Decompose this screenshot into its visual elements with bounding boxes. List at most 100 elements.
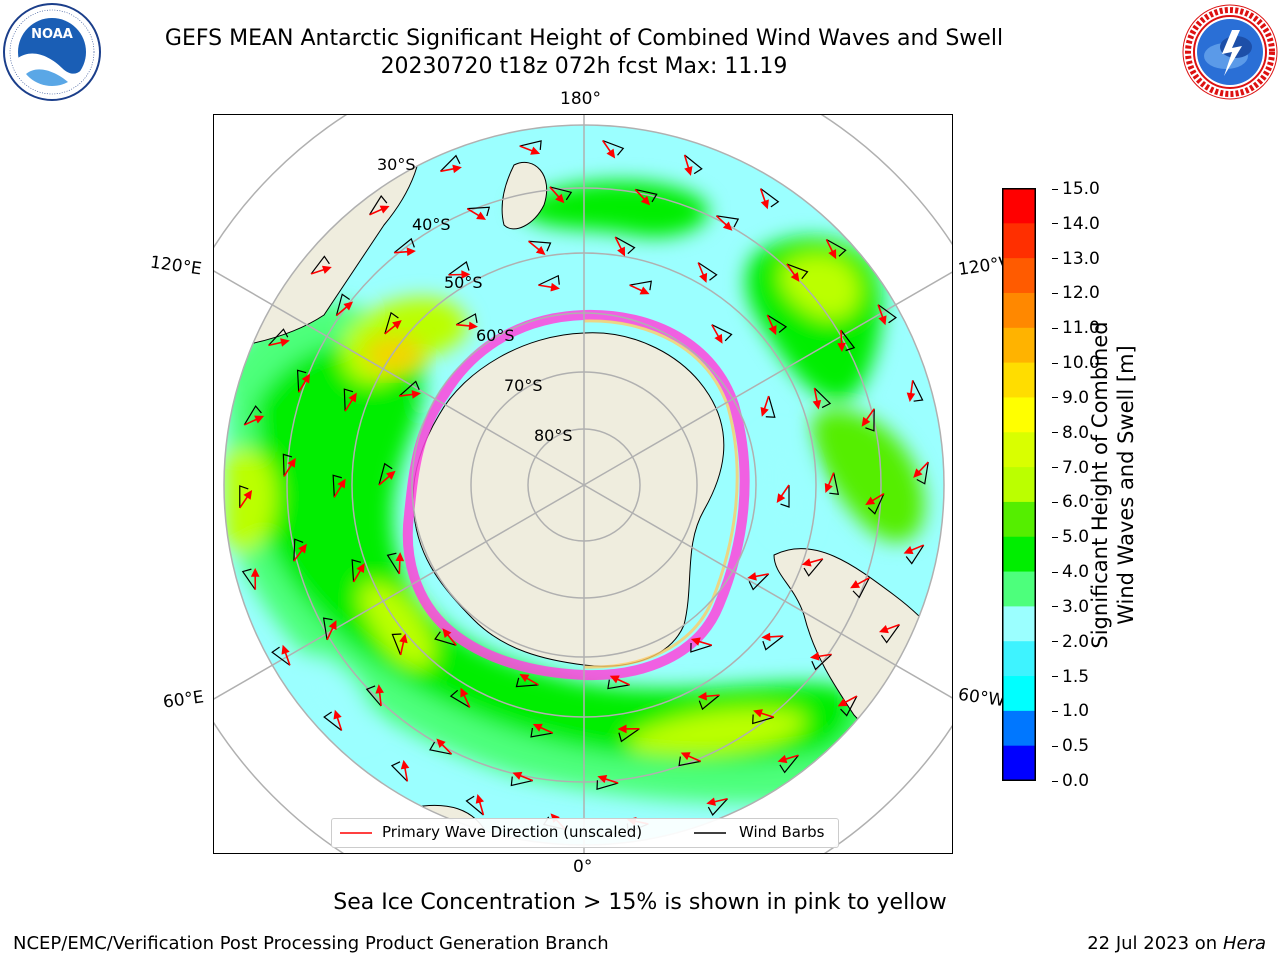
wave-direction-arrow bbox=[766, 314, 777, 336]
wind-barb bbox=[618, 728, 640, 743]
wind-barb bbox=[384, 311, 399, 335]
wave-direction-arrow bbox=[369, 205, 390, 216]
wind-barb bbox=[515, 677, 539, 688]
wind-barb bbox=[607, 679, 630, 690]
colorbar-swatch bbox=[1002, 605, 1036, 642]
wind-barb bbox=[391, 633, 402, 656]
wind-barb bbox=[880, 624, 900, 644]
wind-barb bbox=[310, 255, 330, 275]
wave-direction-arrow bbox=[697, 691, 720, 701]
wave-direction-arrow bbox=[903, 544, 925, 555]
wave-direction-arrow bbox=[394, 247, 416, 257]
wind-barbs-legend-label: Wind Barbs bbox=[739, 823, 825, 841]
wave-direction-arrow bbox=[466, 207, 487, 220]
colorbar-label: Significant Height of Combined Wind Wave… bbox=[1087, 275, 1139, 695]
wave-direction-arrow bbox=[399, 633, 408, 656]
wave-direction-arrow bbox=[706, 797, 728, 806]
wave-direction-arrow bbox=[597, 774, 619, 784]
wave-direction-arrow bbox=[801, 558, 824, 567]
map-legend: Primary Wave Direction (unscaled) Wind B… bbox=[331, 818, 839, 848]
wave-direction-arrow bbox=[614, 236, 626, 257]
wave-direction-arrow bbox=[810, 652, 832, 661]
colorbar-swatch bbox=[1002, 292, 1036, 328]
wind-barb bbox=[268, 328, 289, 346]
map-panel: 30°S 40°S 50°S 60°S 70°S 80°S bbox=[213, 114, 953, 854]
lat-label-70s: 70°S bbox=[504, 376, 543, 395]
colorbar-swatch bbox=[1002, 362, 1036, 398]
wave-direction-arrow bbox=[268, 338, 290, 347]
lon-label-60w: 60°W bbox=[956, 684, 1007, 712]
colorbar-tick-label: 10.0 bbox=[1052, 353, 1100, 373]
wave-direction-arrow bbox=[760, 395, 770, 417]
wind-barb bbox=[840, 329, 856, 352]
colorbar-swatch bbox=[1002, 222, 1036, 259]
wave-direction-arrow bbox=[283, 457, 296, 477]
wind-barb bbox=[455, 313, 478, 326]
colorbar-tick-label: 15.0 bbox=[1052, 179, 1100, 199]
wind-barbs-legend-swatch bbox=[694, 832, 726, 834]
wave-direction-arrow bbox=[519, 673, 539, 686]
colorbar-tick-label: 3.0 bbox=[1052, 597, 1089, 617]
wind-barb bbox=[684, 154, 703, 175]
wave-direction-arrow bbox=[352, 563, 365, 583]
wind-barb bbox=[335, 293, 350, 316]
wind-barb bbox=[826, 239, 847, 257]
wave-direction-arrow bbox=[850, 577, 870, 589]
wind-barb bbox=[748, 573, 770, 591]
wave-direction-arrow bbox=[825, 239, 837, 260]
colorbar-swatch bbox=[1002, 501, 1036, 537]
wind-barb bbox=[549, 186, 573, 201]
wind-barb bbox=[614, 236, 636, 255]
wave-direction-legend-swatch bbox=[340, 832, 372, 834]
graticule bbox=[214, 115, 952, 853]
wave-direction-arrow bbox=[436, 738, 453, 755]
map-subtitle: 20230720 t18z 072h fcst Max: 11.19 bbox=[380, 54, 788, 79]
colorbar-swatch bbox=[1002, 710, 1036, 746]
wave-direction-arrow bbox=[239, 489, 253, 509]
wind-barb bbox=[779, 754, 799, 774]
wave-direction-arrow bbox=[395, 552, 405, 574]
wave-direction-arrow bbox=[326, 620, 337, 641]
wind-barb bbox=[629, 280, 652, 291]
wave-direction-arrow bbox=[293, 543, 307, 562]
colorbar-swatch bbox=[1002, 431, 1036, 468]
lat-label-80s: 80°S bbox=[534, 426, 573, 445]
wind-barb bbox=[243, 405, 262, 426]
wave-direction-arrow bbox=[837, 695, 858, 707]
wave-direction-arrow bbox=[335, 301, 354, 317]
colorbar-tick-label: 14.0 bbox=[1052, 214, 1100, 234]
wind-barb bbox=[707, 798, 728, 816]
wind-barb bbox=[865, 408, 875, 432]
lat-label-60s: 60°S bbox=[476, 326, 515, 345]
wind-barb bbox=[519, 140, 542, 150]
wave-direction-arrows-layer bbox=[239, 140, 929, 831]
lat-label-40s: 40°S bbox=[412, 215, 451, 234]
nws-logo bbox=[1182, 4, 1278, 100]
colorbar-tick-label: 4.0 bbox=[1052, 562, 1089, 582]
wind-barb bbox=[602, 139, 625, 156]
wave-direction-arrow bbox=[617, 724, 640, 734]
lat-label-30s: 30°S bbox=[377, 155, 416, 174]
wind-barb bbox=[596, 780, 619, 791]
wind-barb bbox=[390, 761, 408, 782]
wave-direction-arrow bbox=[475, 794, 485, 816]
wind-barb bbox=[538, 274, 560, 286]
wind-barb bbox=[752, 714, 775, 725]
wave-direction-arrow bbox=[281, 644, 291, 666]
colorbar-tick-label: 0.0 bbox=[1052, 771, 1089, 791]
colorbar-swatch bbox=[1002, 640, 1036, 677]
colorbar-label-line2: Wind Waves and Swell [m] bbox=[1114, 345, 1138, 625]
colorbar-swatch bbox=[1002, 536, 1036, 572]
sea-ice-note: Sea Ice Concentration > 15% is shown in … bbox=[333, 890, 947, 915]
colorbar-tick-label: 0.5 bbox=[1052, 736, 1089, 756]
lat-label-50s: 50°S bbox=[444, 273, 483, 292]
polar-map: 30°S 40°S 50°S 60°S 70°S 80°S bbox=[214, 115, 952, 853]
wave-direction-arrow bbox=[697, 262, 708, 283]
wind-barb bbox=[852, 577, 870, 599]
wind-barb bbox=[698, 694, 720, 711]
wave-direction-arrow bbox=[512, 771, 534, 782]
wave-direction-arrow bbox=[333, 709, 343, 731]
wave-direction-arrow bbox=[549, 186, 565, 204]
wind-barb bbox=[369, 195, 388, 216]
colorbar-tick-label: 9.0 bbox=[1052, 388, 1089, 408]
